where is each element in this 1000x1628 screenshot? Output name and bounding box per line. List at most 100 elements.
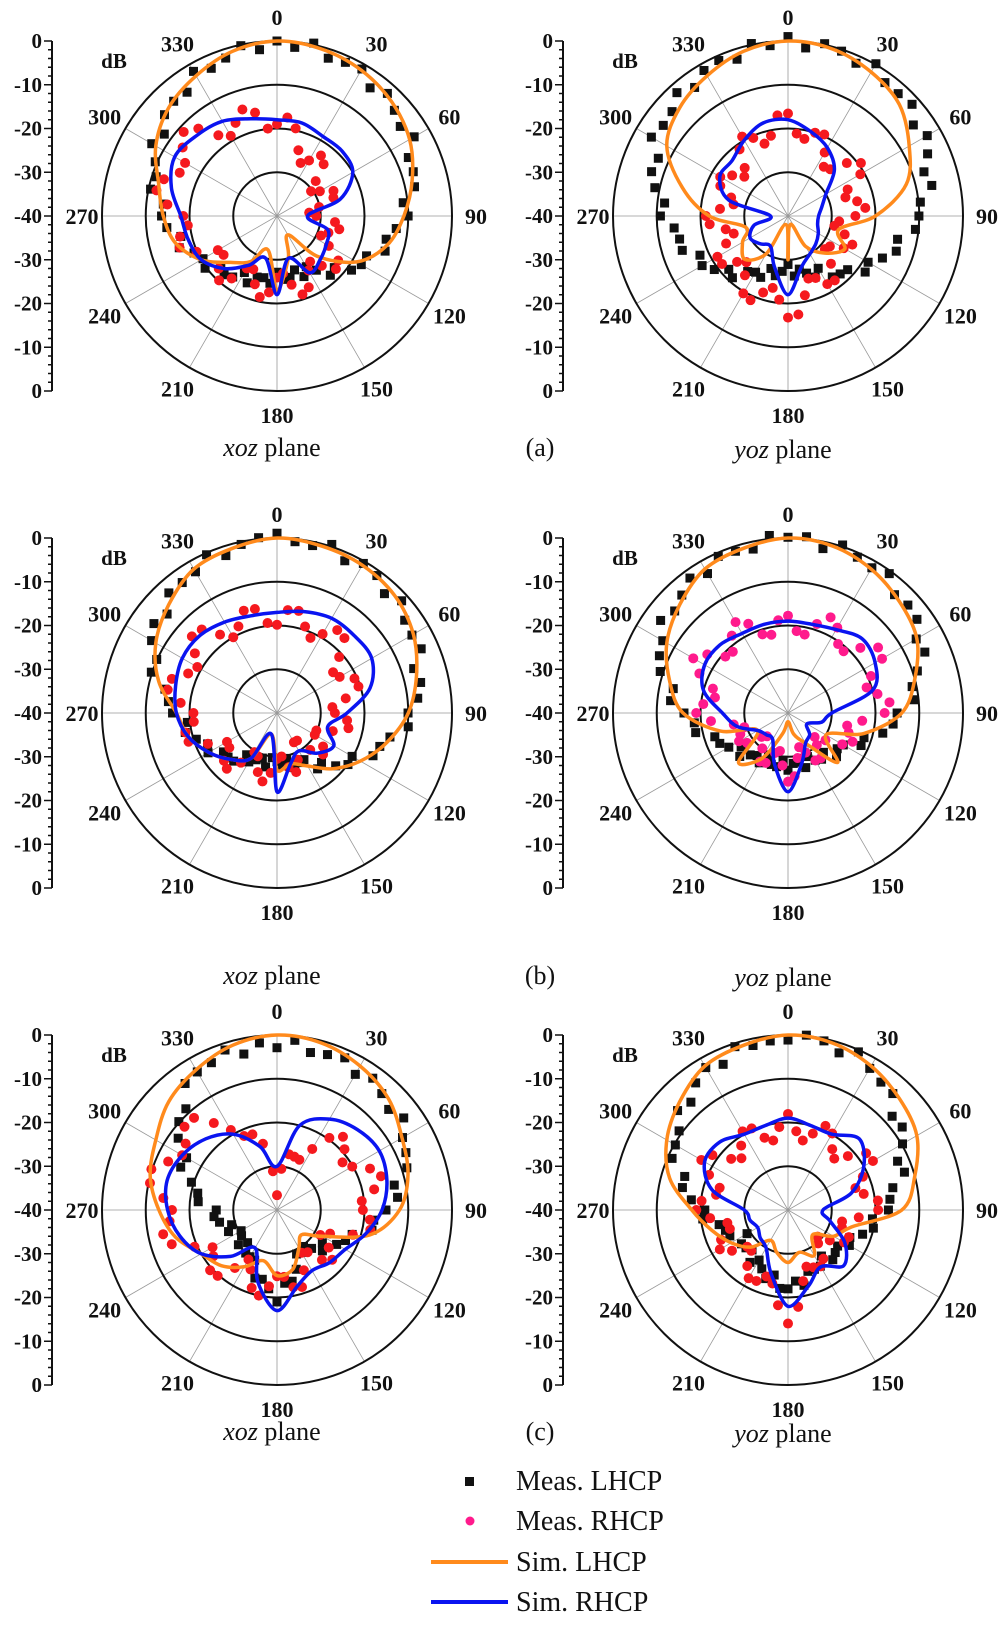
polar-plot-0: 0 -10 -20 -30 -40 -30 -20 -10 0 dB 0 30 60 90 120 150 18… <box>14 5 487 462</box>
meas-lhcp-point <box>923 149 933 159</box>
meas-rhcp-point <box>291 767 302 778</box>
meas-rhcp-point <box>343 723 354 734</box>
meas-lhcp-point <box>365 83 375 93</box>
sim-rhcp-curve <box>163 1116 389 1313</box>
meas-rhcp-point <box>748 132 759 143</box>
meas-lhcp-point <box>736 742 746 752</box>
meas-rhcp-point <box>698 699 709 710</box>
angle-tick-label: 60 <box>949 1099 971 1124</box>
row-label: (c) <box>526 1417 555 1446</box>
meas-lhcp-point <box>868 1223 878 1233</box>
angle-tick-label: 300 <box>599 105 632 130</box>
grid-ring <box>655 1077 921 1343</box>
meas-lhcp-point <box>770 271 780 281</box>
unit-label: dB <box>612 546 638 570</box>
meas-lhcp-point <box>788 758 798 768</box>
meas-rhcp-point <box>791 128 802 139</box>
meas-rhcp-point <box>791 1126 802 1137</box>
legend-dot-marker <box>465 1516 475 1526</box>
radial-tick-label: -40 <box>525 701 553 725</box>
plane-caption: yoz plane <box>731 963 831 992</box>
meas-lhcp-point <box>725 1231 735 1241</box>
radial-tick-label: 0 <box>32 526 43 550</box>
meas-lhcp-point <box>673 1106 683 1116</box>
angle-tick-label: 60 <box>438 602 460 627</box>
meas-lhcp-point <box>409 132 419 142</box>
angle-tick-label: 30 <box>877 1026 899 1051</box>
meas-lhcp-point <box>851 58 861 68</box>
meas-lhcp-point <box>280 1278 290 1288</box>
meas-lhcp-point <box>893 1156 903 1166</box>
meas-rhcp-point <box>369 1184 380 1195</box>
meas-rhcp-point <box>212 1270 223 1281</box>
meas-lhcp-point <box>254 533 264 543</box>
radial-tick-label: -40 <box>14 1198 42 1222</box>
meas-lhcp-point <box>379 589 389 599</box>
meas-lhcp-point <box>833 1241 843 1251</box>
unit-label: dB <box>101 49 127 73</box>
meas-lhcp-point <box>698 1214 708 1224</box>
meas-lhcp-point <box>783 1284 793 1294</box>
meas-rhcp-point <box>365 1163 376 1174</box>
meas-lhcp-point <box>647 167 657 177</box>
angle-tick-label: 180 <box>772 1397 805 1422</box>
meas-lhcp-point <box>674 1126 684 1136</box>
row-label: (b) <box>525 961 555 990</box>
meas-rhcp-point <box>221 736 232 747</box>
meas-rhcp-point <box>334 671 345 682</box>
meas-lhcp-point <box>756 272 766 282</box>
angle-tick-label: 180 <box>772 900 805 925</box>
meas-lhcp-point <box>672 88 682 98</box>
meas-rhcp-point <box>794 742 805 753</box>
meas-lhcp-point <box>259 273 269 283</box>
meas-rhcp-point <box>726 1245 737 1256</box>
legend-label: Meas. LHCP <box>516 1466 662 1497</box>
meas-lhcp-point <box>299 1241 309 1251</box>
meas-lhcp-point <box>200 263 210 273</box>
meas-lhcp-point <box>670 606 680 616</box>
radial-tick-label: -10 <box>14 1329 42 1353</box>
meas-rhcp-point <box>213 130 224 141</box>
meas-lhcp-point <box>397 596 407 606</box>
meas-lhcp-point <box>888 719 898 729</box>
meas-lhcp-point <box>189 66 199 76</box>
meas-rhcp-point <box>777 760 788 771</box>
meas-lhcp-point <box>903 600 913 610</box>
meas-lhcp-point <box>670 1140 680 1150</box>
meas-rhcp-point <box>300 621 311 632</box>
meas-rhcp-point <box>249 603 260 614</box>
meas-rhcp-point <box>838 646 849 657</box>
meas-lhcp-point <box>254 1038 264 1048</box>
meas-lhcp-point <box>181 1104 191 1114</box>
angle-tick-label: 240 <box>599 801 632 826</box>
row-label: (a) <box>526 433 555 462</box>
meas-lhcp-point <box>244 757 254 767</box>
grid-ring <box>144 1077 410 1343</box>
meas-rhcp-point <box>853 1212 864 1223</box>
angle-tick-label: 300 <box>88 1099 121 1124</box>
meas-rhcp-point <box>353 681 364 692</box>
legend-label: Sim. LHCP <box>516 1547 647 1578</box>
meas-lhcp-point <box>658 120 668 130</box>
angle-tick-label: 60 <box>438 105 460 130</box>
meas-lhcp-point <box>307 1243 317 1253</box>
meas-rhcp-point <box>855 169 866 180</box>
meas-rhcp-point <box>751 1275 762 1286</box>
plane-name: xoz <box>222 1417 258 1446</box>
meas-lhcp-point <box>285 272 295 282</box>
meas-rhcp-point <box>861 682 872 693</box>
meas-rhcp-point <box>792 753 803 764</box>
angle-tick-label: 180 <box>261 900 294 925</box>
meas-rhcp-point <box>833 639 844 650</box>
radial-tick-label: -10 <box>525 1329 553 1353</box>
polar-plot-5: 0 -10 -20 -30 -40 -30 -20 -10 0 dB 0 30 60 90 120 150 18… <box>525 999 998 1448</box>
meas-lhcp-point <box>255 45 265 55</box>
radial-tick-label: -20 <box>14 117 42 141</box>
meas-lhcp-point <box>830 1248 840 1258</box>
meas-rhcp-point <box>339 633 350 644</box>
radial-tick-label: -30 <box>525 1154 553 1178</box>
meas-lhcp-point <box>340 556 350 566</box>
radial-tick-label: 0 <box>543 1373 554 1397</box>
meas-rhcp-point <box>267 1166 278 1177</box>
meas-lhcp-point <box>820 39 830 49</box>
